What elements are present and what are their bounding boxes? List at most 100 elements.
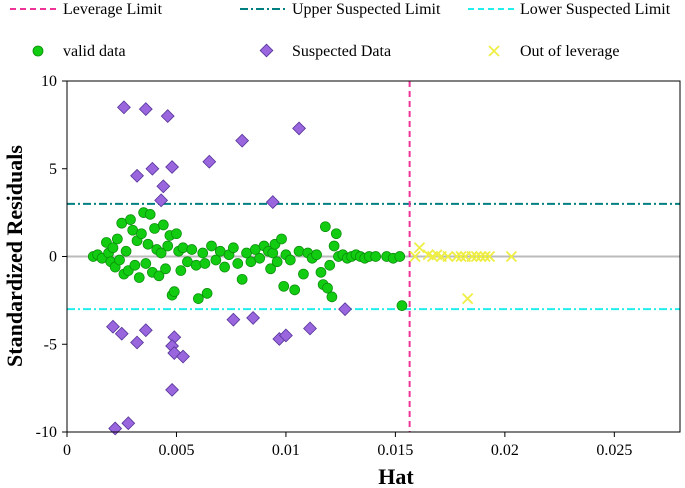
x-tick-label: 0: [63, 442, 71, 459]
axis-ticks: 0 0.005 0.01 0.015 0.02 0.025 10 5 0 -5 -10: [36, 73, 633, 459]
valid-data-point: [177, 242, 189, 254]
valid-data-point: [322, 282, 333, 294]
out-of-leverage-point: [466, 250, 478, 263]
x-tick-label: 0.025: [596, 442, 632, 459]
suspected-data-point: [303, 321, 317, 336]
out-of-leverage-point: [451, 250, 463, 263]
valid-data-point: [236, 273, 248, 285]
suspected-data-point: [235, 133, 250, 148]
x-tick-label: 0.005: [158, 442, 194, 459]
out-of-leverage-point: [470, 250, 483, 263]
valid-data-point: [228, 242, 239, 254]
suspected-data-point: [121, 416, 136, 431]
legend-lower-limit-label: Lower Suspected Limit: [520, 1, 671, 18]
valid-data-point: [197, 247, 209, 259]
out-of-leverage-point: [475, 250, 487, 263]
valid-data-point: [319, 221, 331, 233]
valid-data-point: [370, 251, 382, 262]
valid-data-point: [140, 258, 152, 269]
valid-data-point: [265, 263, 276, 275]
y-tick-label: -10: [36, 424, 57, 441]
valid-data-point: [144, 209, 156, 220]
valid-data-point: [328, 240, 340, 252]
valid-data-point: [186, 244, 198, 255]
suspected-data-point: [106, 319, 120, 334]
valid-data-point: [136, 228, 147, 240]
y-tick-label: -5: [44, 336, 57, 353]
x-tick-label: 0.015: [377, 442, 413, 459]
suspected-data-point: [165, 160, 180, 174]
suspected-data-point: [154, 193, 169, 208]
out-of-leverage-point: [442, 250, 454, 263]
y-tick-label: 0: [49, 249, 57, 266]
legend-suspected-swatch: [259, 43, 274, 58]
suspected-data-point: [108, 421, 123, 436]
valid-data-point: [153, 270, 165, 282]
valid-data-point: [326, 291, 338, 303]
valid-data-point: [162, 240, 174, 252]
suspected-data-point: [202, 154, 217, 169]
valid-data-point: [129, 259, 141, 271]
valid-data-point: [232, 258, 244, 269]
suspected-data-point: [246, 310, 261, 325]
valid-data-point: [324, 259, 336, 271]
legend: Leverage Limit Upper Suspected Limit Low…: [10, 1, 671, 60]
out-of-leverage-point: [462, 292, 474, 305]
valid-data-point: [293, 245, 305, 257]
out-of-leverage-point: [409, 250, 421, 263]
suspected-data-point: [265, 195, 280, 210]
valid-data-point: [199, 258, 211, 269]
legend-valid-label: valid data: [63, 43, 126, 60]
suspected-data-point: [138, 323, 153, 338]
x-tick-label: 0.01: [272, 442, 300, 459]
y-tick-label: 5: [49, 161, 57, 178]
valid-data-point: [155, 247, 167, 259]
valid-data-point: [160, 263, 171, 275]
valid-data-point: [330, 228, 342, 240]
legend-suspected-label: Suspected Data: [292, 43, 391, 60]
legend-out-of-leverage-swatch: [488, 45, 500, 57]
y-axis-title: Standardized Residuals: [2, 145, 27, 367]
valid-data-point: [120, 245, 132, 257]
valid-data-point: [142, 238, 154, 250]
valid-data-point: [394, 251, 406, 262]
valid-data-point: [284, 254, 296, 266]
valid-data-point: [175, 265, 187, 276]
suspected-data-point: [130, 335, 144, 350]
valid-data-point: [311, 249, 322, 261]
out-of-leverage-point: [455, 250, 467, 263]
legend-leverage-limit-label: Leverage Limit: [63, 1, 163, 18]
valid-data-point: [271, 256, 283, 268]
valid-data-point: [168, 286, 180, 297]
out-of-leverage-point: [413, 242, 426, 254]
suspected-data-point: [116, 100, 131, 115]
valid-data-point: [201, 288, 213, 299]
valid-data-point: [171, 228, 182, 240]
out-of-leverage-point: [483, 250, 496, 263]
suspected-data-point: [160, 109, 175, 124]
valid-data-point: [396, 300, 408, 311]
suspected-data-point: [338, 302, 352, 317]
suspected-data-point: [114, 326, 129, 341]
valid-data-point: [193, 293, 204, 304]
valid-data-point: [114, 254, 125, 266]
valid-data-point: [210, 254, 222, 266]
suspected-data-point: [145, 161, 160, 176]
suspected-data-point: [292, 121, 306, 136]
suspected-data-point: [226, 312, 241, 327]
legend-upper-limit-label: Upper Suspected Limit: [292, 1, 441, 18]
valid-data-point: [289, 284, 301, 296]
valid-data-point: [219, 261, 230, 273]
suspected-data-point: [130, 168, 144, 183]
x-tick-label: 0.02: [491, 442, 519, 459]
suspected-data-point: [165, 382, 180, 397]
legend-valid-swatch: [32, 45, 44, 57]
valid-data-point: [107, 242, 119, 254]
y-tick-label: 10: [41, 73, 57, 90]
legend-out-of-leverage-label: Out of leverage: [520, 43, 620, 60]
valid-data-point: [125, 214, 136, 225]
valid-data-point: [276, 233, 287, 245]
valid-data-point: [190, 259, 202, 271]
valid-data-point: [254, 252, 266, 264]
